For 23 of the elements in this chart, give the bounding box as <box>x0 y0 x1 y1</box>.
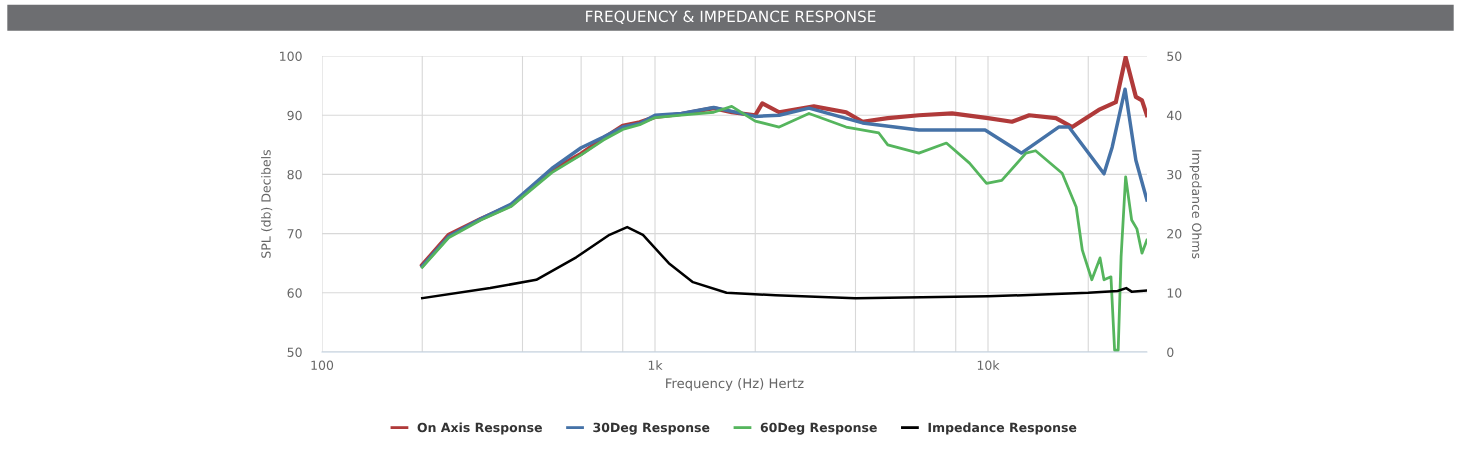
y2-tick-label: 0 <box>1167 347 1174 357</box>
x-tick-label: 10k <box>977 360 1000 371</box>
legend-label: 60Deg Response <box>760 422 877 435</box>
x-tick-label: 1k <box>648 360 663 370</box>
y-tick-label: 80 <box>287 169 302 180</box>
legend-label: On Axis Response <box>417 422 542 435</box>
legend-label: Impedance Response <box>928 422 1077 435</box>
legend-label: 30Deg Response <box>593 422 710 435</box>
x-tick-label: 100 <box>311 360 334 371</box>
y2-tick-label: 20 <box>1167 229 1182 239</box>
y-axis-title: SPL (db) Decibels <box>261 149 273 258</box>
y2-tick-label: 10 <box>1167 288 1182 298</box>
y-tick-label: 90 <box>287 110 302 121</box>
y-tick-label: 60 <box>287 288 302 298</box>
y2-axis-title: Impedance Ohms <box>1189 150 1202 259</box>
y2-tick-label: 40 <box>1166 110 1182 121</box>
y-tick-label: 100 <box>280 51 302 61</box>
chart-title: FREQUENCY & IMPEDANCE RESPONSE <box>586 10 876 24</box>
x-axis-title: Frequency (Hz) Hertz <box>666 378 804 391</box>
y2-tick-label: 50 <box>1167 51 1182 61</box>
y-tick-label: 50 <box>287 347 302 357</box>
y-tick-label: 70 <box>287 229 302 239</box>
y2-tick-label: 30 <box>1167 169 1182 180</box>
